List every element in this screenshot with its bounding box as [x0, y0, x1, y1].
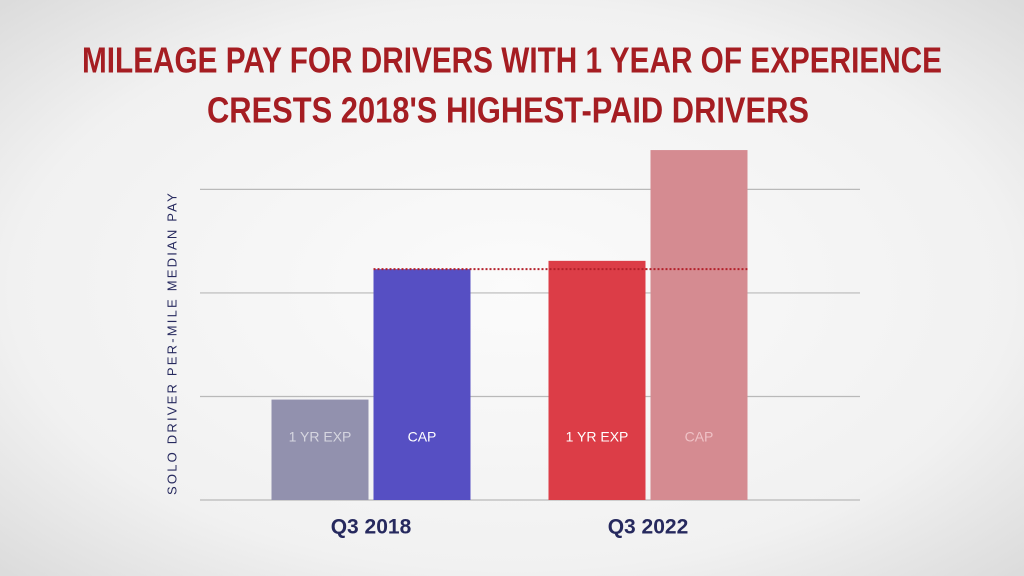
bar	[271, 399, 369, 500]
bar-label: 1 YR EXP	[289, 429, 352, 445]
bar	[548, 260, 646, 500]
bar-label: CAP	[685, 429, 714, 445]
bar-label: CAP	[408, 429, 437, 445]
chart-title: MILEAGE PAY FOR DRIVERS WITH 1 YEAR OF E…	[82, 40, 942, 81]
chart-title: CRESTS 2018'S HIGHEST-PAID DRIVERS	[207, 90, 809, 131]
y-axis-label: SOLO DRIVER PER-MILE MEDIAN PAY	[164, 191, 179, 495]
x-tick-label: Q3 2018	[331, 516, 412, 539]
bar	[650, 150, 748, 500]
bar	[373, 269, 471, 500]
x-tick-label: Q3 2022	[608, 516, 689, 539]
bar-label: 1 YR EXP	[566, 429, 629, 445]
